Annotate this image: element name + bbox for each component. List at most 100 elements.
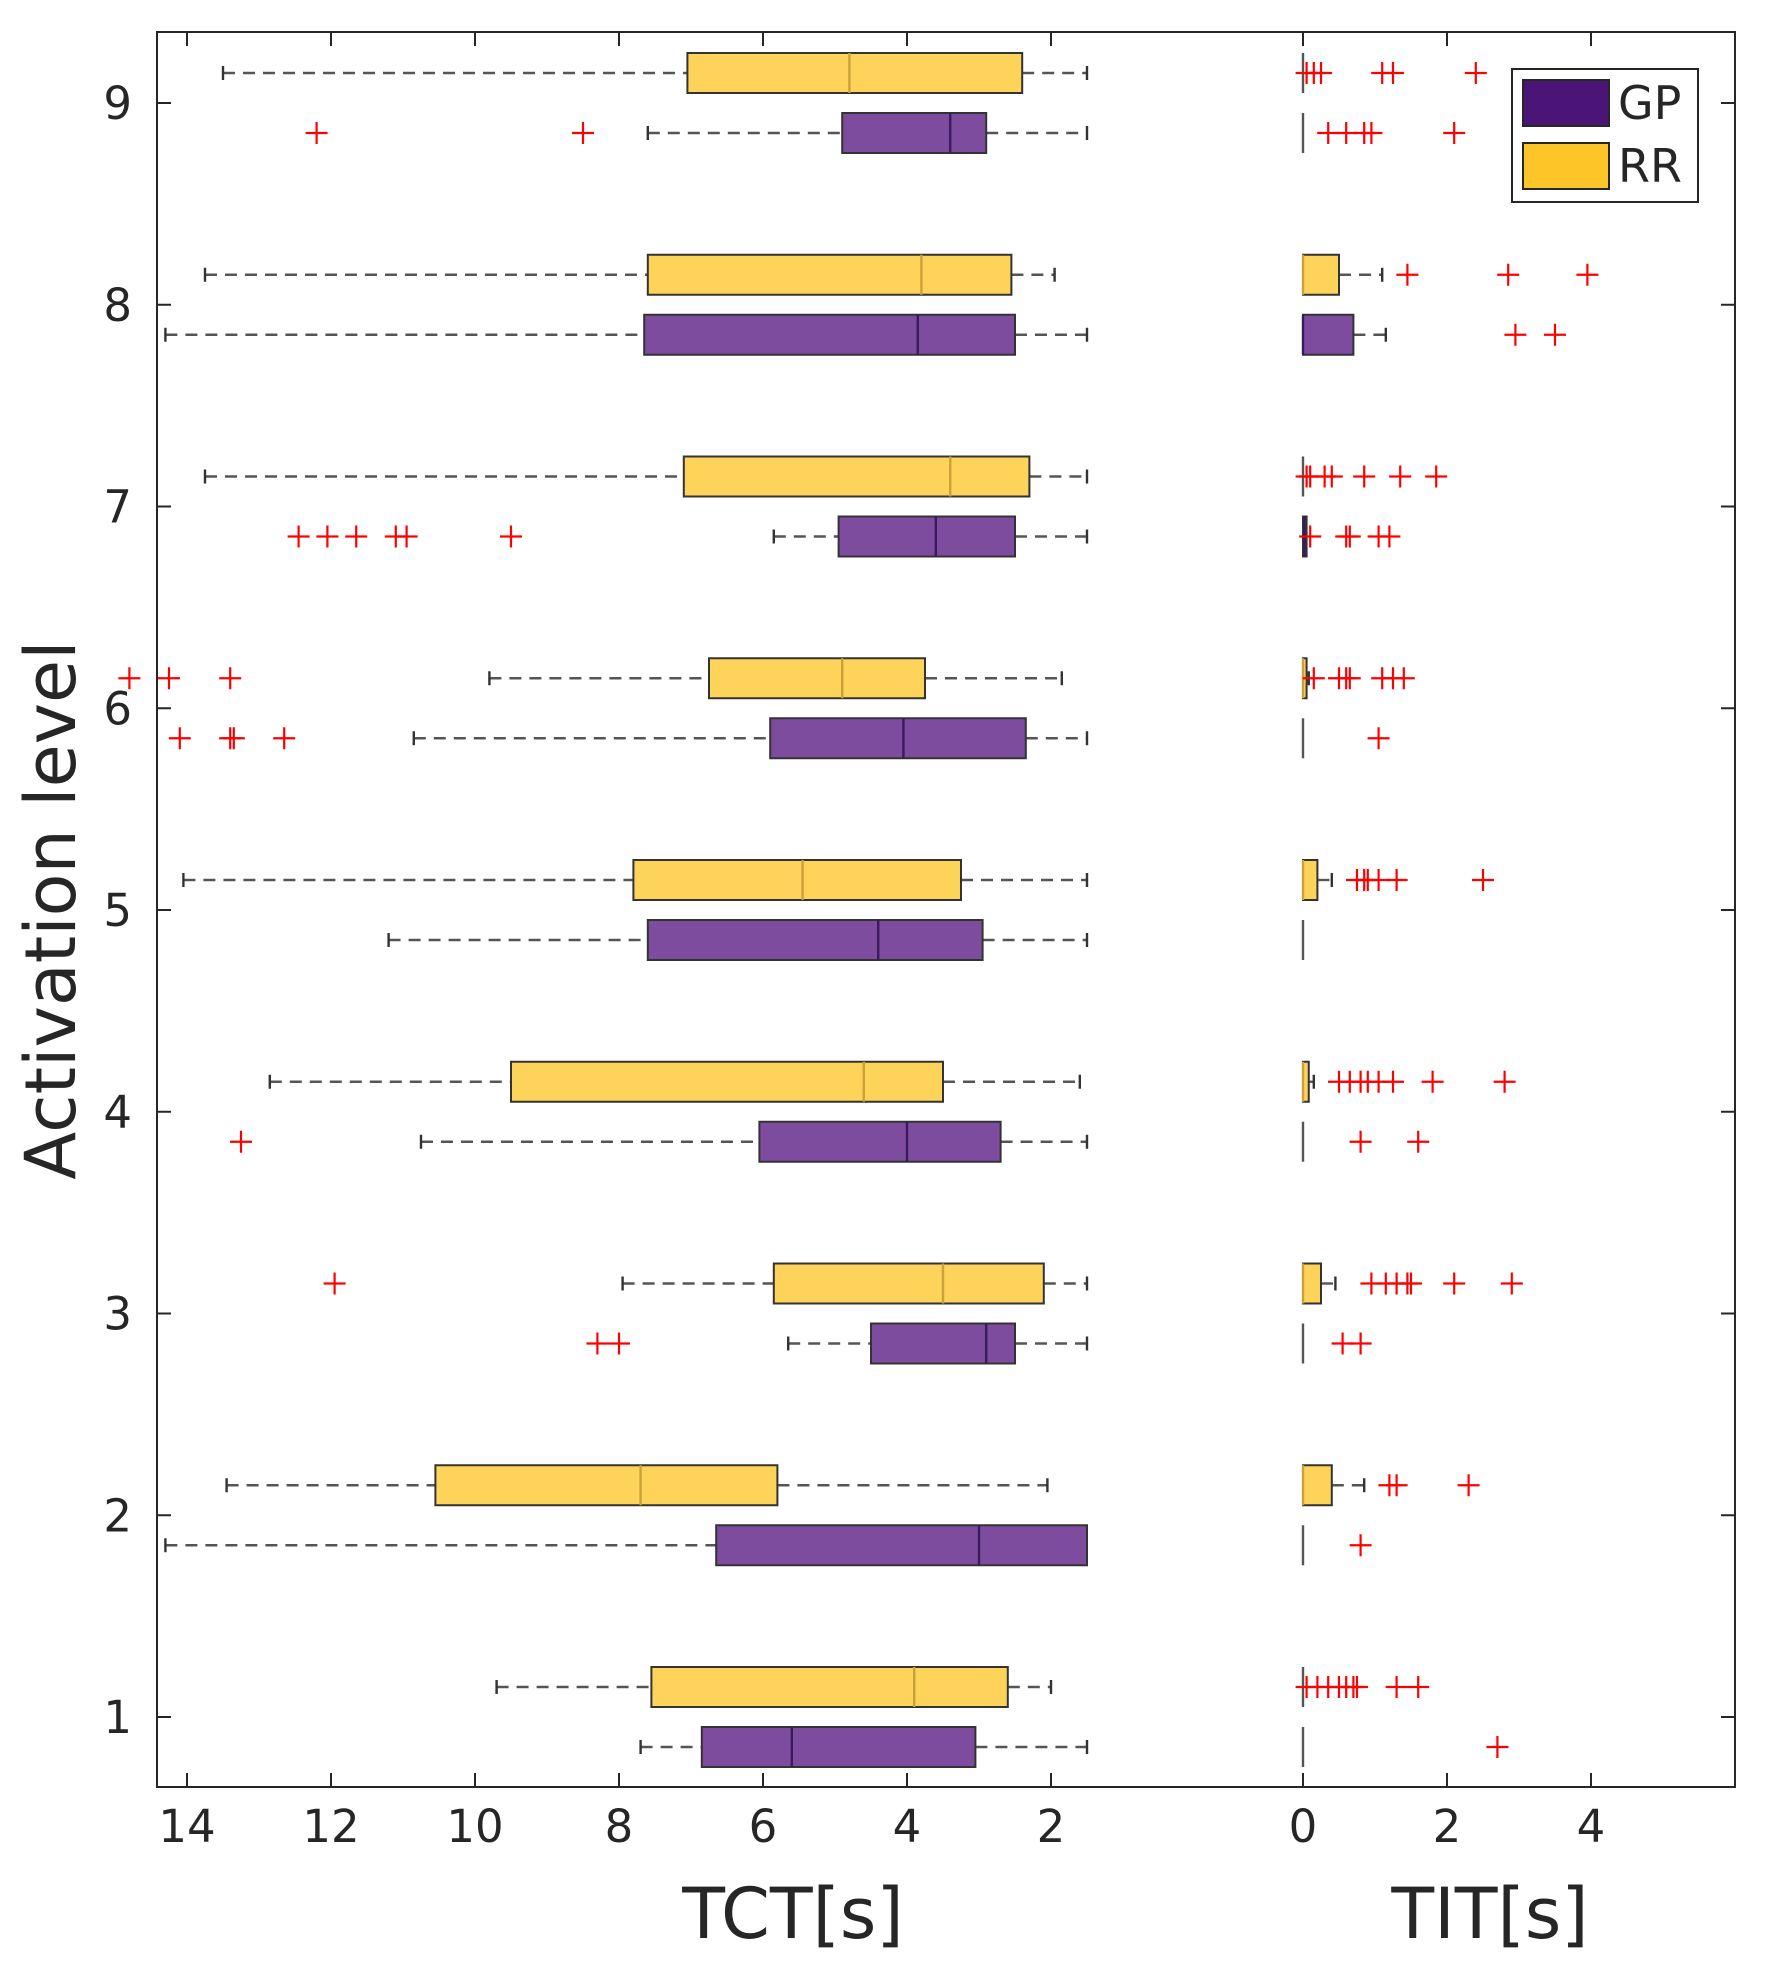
box [686, 52, 1024, 94]
outlier-point [1400, 1272, 1422, 1295]
box [646, 919, 984, 961]
outlier-point [219, 667, 242, 690]
outlier-point [1378, 525, 1401, 548]
box [772, 1262, 1045, 1305]
y-tick-label: 4 [103, 1086, 132, 1139]
outlier-point [168, 727, 191, 750]
outlier-point [1407, 1130, 1430, 1153]
legend-swatch-gp [1522, 79, 1610, 127]
outlier-point [1497, 263, 1520, 286]
boxes-layer [164, 52, 1388, 1768]
outlier-point [1389, 465, 1412, 488]
outlier-point [1385, 1474, 1408, 1497]
outlier-point [219, 727, 242, 750]
outliers-layer [118, 62, 1599, 1758]
outlier-point [345, 525, 368, 548]
outlier-point [1338, 525, 1361, 548]
outlier-point [1421, 1070, 1444, 1093]
x-tick-label: 2 [1037, 1800, 1066, 1853]
outlier-point [118, 667, 141, 690]
box [769, 717, 1027, 760]
legend-label-rr: RR [1618, 139, 1682, 193]
outlier-point [273, 727, 296, 750]
box [1302, 253, 1340, 296]
outlier-point [1486, 1736, 1509, 1758]
outlier-point [158, 667, 180, 690]
y-tick-label: 7 [103, 481, 132, 534]
x-tick-label: 12 [302, 1800, 359, 1853]
outlier-point [1576, 263, 1599, 286]
outlier-point [1385, 1676, 1408, 1698]
x-tick-label: 6 [749, 1800, 778, 1853]
box [510, 1060, 944, 1103]
box [650, 1666, 1009, 1708]
box [837, 515, 1016, 558]
outlier-point [1382, 62, 1404, 84]
outlier-point [316, 525, 339, 548]
outlier-point [230, 1130, 252, 1153]
outlier-point [608, 1332, 630, 1355]
x-tick-label: 8 [605, 1800, 634, 1853]
x-tick-label: 4 [893, 1800, 922, 1853]
outlier-point [1493, 1070, 1516, 1093]
outlier-point [572, 122, 594, 144]
box [1302, 1262, 1322, 1305]
y-tick-label: 1 [103, 1691, 132, 1744]
outlier-point [305, 122, 328, 144]
plot-frame [156, 31, 1736, 1788]
legend-label-gp: GP [1618, 76, 1681, 130]
outlier-point [1392, 667, 1415, 690]
outlier-point [1353, 465, 1376, 488]
outlier-point [1500, 1272, 1523, 1295]
box [841, 112, 988, 154]
series-rr-tit [1301, 53, 1384, 1707]
outlier-point [586, 1332, 609, 1355]
outlier-point [1302, 667, 1325, 690]
series-gp-tct [164, 112, 1089, 1768]
outlier-point [1349, 1534, 1372, 1557]
outlier-point [1310, 62, 1332, 84]
outlier-point [1320, 465, 1343, 488]
outlier-point [1338, 667, 1361, 690]
x-tick-label: 10 [446, 1800, 503, 1853]
outlier-point [1407, 1676, 1430, 1698]
outlier-point [500, 525, 522, 548]
y-tick-label: 8 [103, 279, 132, 332]
box [643, 313, 1016, 356]
box [870, 1322, 1016, 1365]
x-tick-label: 2 [1433, 1800, 1462, 1853]
outlier-point [1464, 62, 1487, 84]
box [434, 1464, 779, 1507]
axis-ticks [157, 32, 1735, 1787]
outlier-point [323, 1272, 346, 1295]
box [708, 657, 926, 700]
box [758, 1120, 1002, 1163]
y-axis-title: Activation level [10, 640, 92, 1179]
series-rr-tct [182, 52, 1089, 1708]
y-tick-label: 3 [103, 1288, 132, 1341]
x-tick-label: 14 [158, 1800, 215, 1853]
outlier-point [1443, 1272, 1466, 1295]
outlier-point [1382, 1070, 1404, 1093]
outlier-point [384, 525, 407, 548]
x-tick-label: 0 [1289, 1800, 1318, 1853]
outlier-point [1425, 465, 1448, 488]
outlier-point [1349, 1332, 1372, 1355]
x-axis-title-tct: TCT[s] [681, 1873, 903, 1955]
y-tick-label: 2 [103, 1489, 132, 1542]
box [632, 859, 963, 901]
box [1302, 1464, 1333, 1507]
x-tick-label: 4 [1577, 1800, 1606, 1853]
box [700, 1726, 977, 1768]
box [1302, 859, 1319, 901]
outlier-point [1360, 122, 1383, 144]
legend: GP RR [1511, 68, 1699, 203]
y-tick-label: 5 [103, 884, 132, 937]
box [682, 455, 1031, 498]
outlier-point [1367, 727, 1390, 750]
box [646, 253, 1013, 296]
outlier-point [1385, 869, 1408, 891]
x-axis-title-tit: TIT[s] [1390, 1873, 1588, 1955]
